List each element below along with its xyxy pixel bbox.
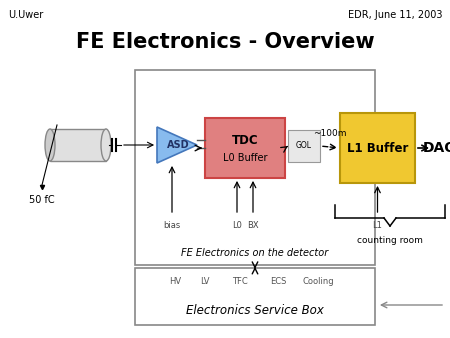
Text: L0: L0	[232, 221, 242, 230]
Text: FE Electronics - Overview: FE Electronics - Overview	[76, 32, 374, 52]
Bar	[135, 70, 375, 265]
Text: FE Electronics on the detector: FE Electronics on the detector	[181, 248, 328, 258]
Ellipse shape	[45, 129, 55, 161]
Text: ASD: ASD	[167, 140, 190, 150]
Text: ~100m: ~100m	[313, 129, 347, 139]
Text: BX: BX	[247, 221, 259, 230]
Text: TDC: TDC	[232, 134, 258, 146]
Text: L1 Buffer: L1 Buffer	[347, 142, 408, 154]
Text: L0 Buffer: L0 Buffer	[223, 153, 267, 163]
Text: GOL: GOL	[296, 142, 312, 150]
Text: DAQ: DAQ	[423, 141, 450, 155]
Text: Cooling: Cooling	[302, 277, 334, 287]
Bar	[288, 130, 320, 162]
Bar	[340, 113, 415, 183]
Text: U.Uwer: U.Uwer	[8, 10, 43, 20]
Text: Electronics Service Box: Electronics Service Box	[186, 304, 324, 316]
Text: TFC: TFC	[232, 277, 248, 287]
Text: L1: L1	[373, 221, 382, 230]
Text: 50 fC: 50 fC	[29, 195, 55, 205]
Bar	[205, 118, 285, 178]
Text: ECS: ECS	[270, 277, 286, 287]
Text: counting room: counting room	[357, 236, 423, 245]
Bar	[50, 129, 106, 161]
Polygon shape	[157, 127, 197, 163]
Bar	[135, 268, 375, 325]
Text: bias: bias	[163, 221, 180, 230]
Ellipse shape	[101, 129, 111, 161]
Text: HV: HV	[169, 277, 181, 287]
Text: EDR, June 11, 2003: EDR, June 11, 2003	[347, 10, 442, 20]
Text: LV: LV	[200, 277, 210, 287]
